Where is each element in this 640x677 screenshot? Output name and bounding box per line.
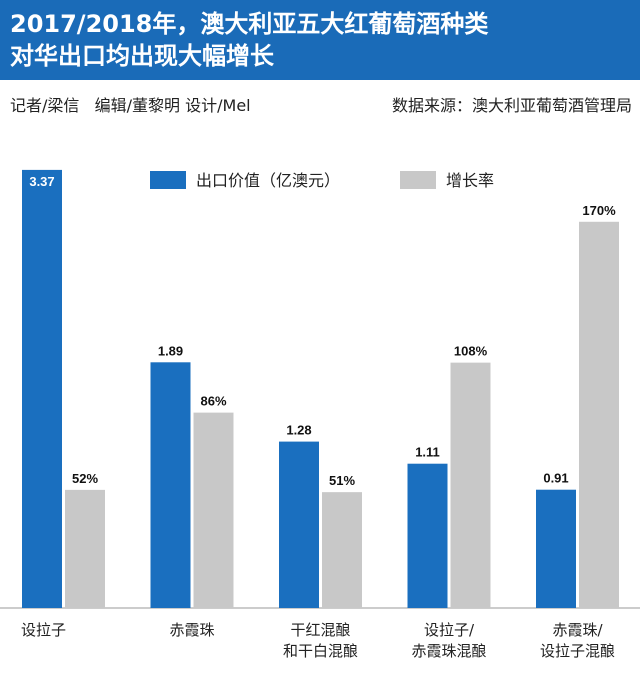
title: 2017/2018年，澳大利亚五大红葡萄酒种类 对华出口均出现大幅增长 <box>10 10 489 70</box>
header-band <box>0 0 640 80</box>
value-label: 52% <box>72 471 98 486</box>
value-label: 170% <box>582 203 616 218</box>
bar <box>150 362 191 608</box>
value-label: 0.91 <box>543 471 568 486</box>
bar <box>579 221 619 608</box>
value-label: 1.28 <box>286 423 311 438</box>
bar <box>322 492 362 608</box>
bar <box>407 463 448 608</box>
legend-label: 增长率 <box>446 172 494 190</box>
bar <box>450 362 491 608</box>
value-label: 108% <box>454 344 488 359</box>
legend-label: 出口价值（亿澳元） <box>196 172 340 190</box>
value-label: 51% <box>329 473 355 488</box>
bar <box>279 441 319 608</box>
bar <box>22 169 62 608</box>
category-label: 赤霞珠 <box>169 621 215 639</box>
category-label: 设拉子/ 赤霞珠混酿 <box>411 621 487 660</box>
category-label: 干红混酿 和干白混酿 <box>282 621 358 660</box>
value-label: 1.89 <box>158 343 183 358</box>
value-label: 86% <box>200 394 226 409</box>
source: 数据来源：澳大利亚葡萄酒管理局 <box>391 96 632 115</box>
legend-swatch <box>400 171 436 189</box>
credits: 记者/梁信 编辑/董黎明 设计/Mel <box>10 96 251 115</box>
category-label: 设拉子 <box>20 621 66 639</box>
bar <box>65 489 105 608</box>
bar <box>193 412 234 608</box>
bar <box>536 489 576 608</box>
legend-swatch <box>150 171 186 189</box>
category-label: 赤霞珠/ 设拉子混酿 <box>539 621 615 660</box>
value-label: 3.37 <box>29 174 54 189</box>
value-label: 1.11 <box>415 445 440 460</box>
